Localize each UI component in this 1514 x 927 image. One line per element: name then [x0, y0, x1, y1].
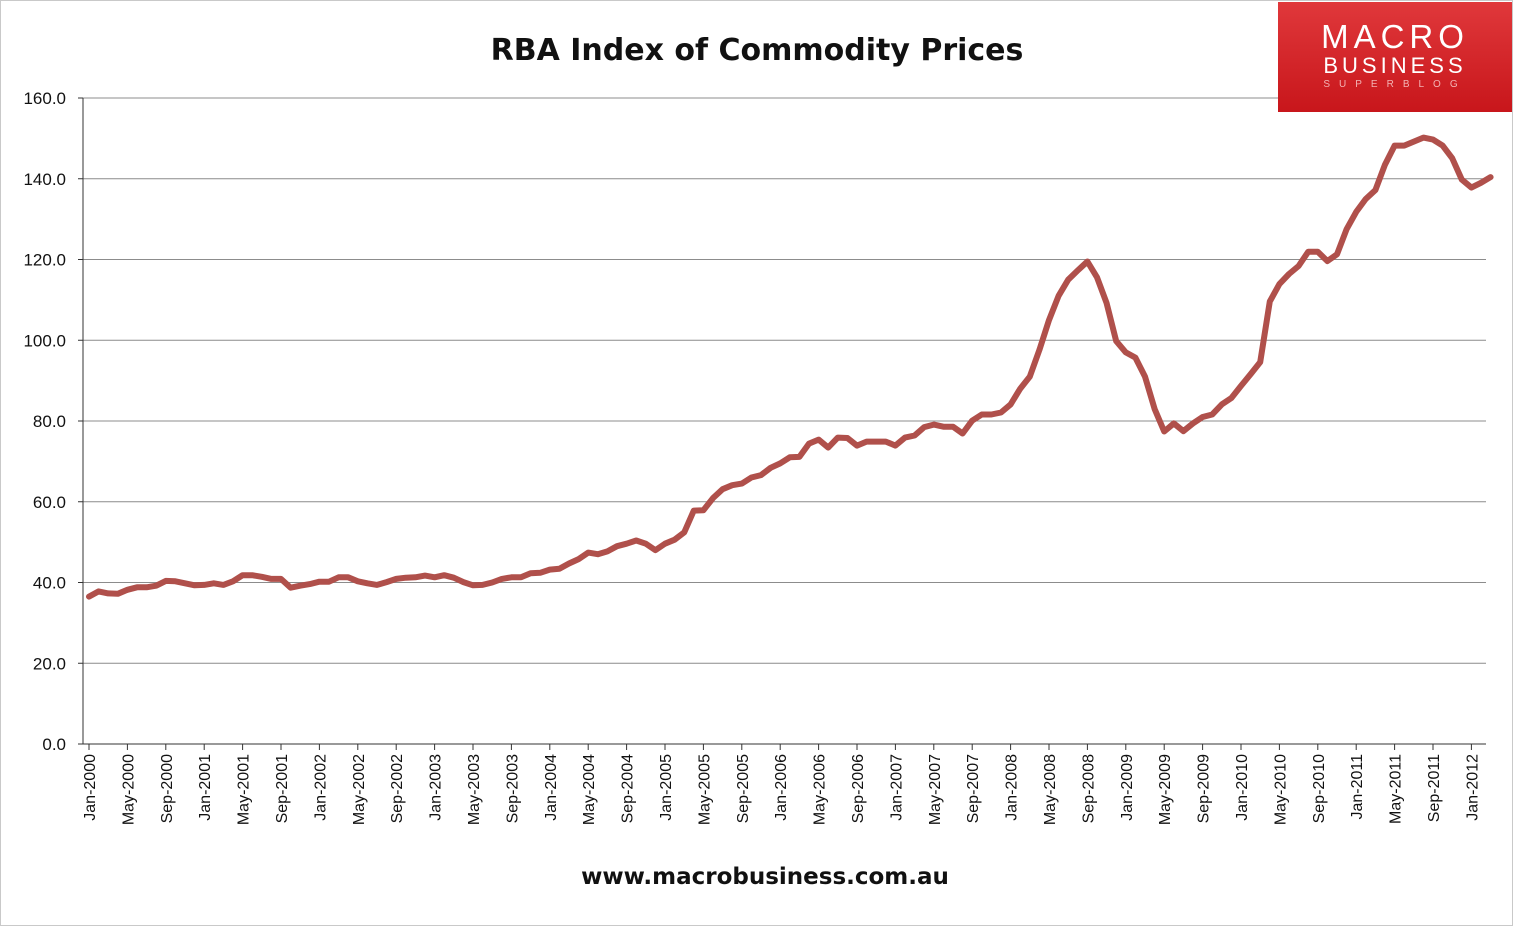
- x-tick-label: Sep-2009: [1196, 754, 1213, 823]
- y-tick-label: 100.0: [23, 331, 66, 350]
- footer-url: www.macrobusiness.com.au: [581, 864, 949, 890]
- x-tick-label: Sep-2008: [1080, 754, 1097, 823]
- x-tick-label: May-2000: [120, 754, 137, 825]
- x-tick-label: Jan-2012: [1464, 754, 1481, 821]
- y-tick-label: 40.0: [33, 574, 66, 593]
- x-tick-label: Sep-2010: [1311, 754, 1328, 823]
- x-tick-label: May-2007: [927, 754, 944, 825]
- y-tick-label: 120.0: [23, 251, 66, 270]
- x-tick-label: Jan-2009: [1119, 754, 1136, 821]
- plot-area: [86, 134, 1494, 600]
- y-tick-label: 60.0: [33, 493, 66, 512]
- logo-line-macro: MACRO: [1321, 18, 1469, 55]
- x-tick-label: May-2006: [812, 754, 829, 825]
- x-tick-label: Jan-2001: [197, 754, 214, 821]
- logo-line-superblog: SUPERBLOG: [1323, 79, 1467, 90]
- x-tick-label: May-2005: [696, 754, 713, 825]
- x-tick-label: Sep-2005: [735, 754, 752, 823]
- y-axis: 0.0 20.0 40.0 60.0 80.0 100.0 120.0 140.0 160.0: [23, 89, 84, 754]
- x-tick-label: May-2011: [1388, 754, 1405, 824]
- x-tick-label: Sep-2007: [965, 754, 982, 823]
- x-tick-label: Sep-2002: [389, 754, 406, 823]
- x-tick-label: Jan-2005: [658, 754, 675, 821]
- x-tick-label: Jan-2011: [1349, 754, 1366, 820]
- series-line: [86, 134, 1494, 600]
- y-tick-label: 20.0: [33, 654, 66, 673]
- macrobusiness-logo: MACRO BUSINESS SUPERBLOG: [1278, 2, 1512, 112]
- logo-line-business: BUSINESS: [1323, 53, 1467, 78]
- x-tick-label: Sep-2011: [1426, 754, 1443, 822]
- x-tick-label: Sep-2003: [504, 754, 521, 823]
- x-tick-label: Sep-2001: [274, 754, 291, 823]
- y-tick-label: 160.0: [23, 89, 66, 108]
- x-tick-label: Jan-2000: [82, 754, 99, 821]
- chart-title: RBA Index of Commodity Prices: [491, 33, 1024, 68]
- x-tick-label: Jan-2007: [888, 754, 905, 821]
- y-tick-label: 80.0: [33, 412, 66, 431]
- x-tick-label: Jan-2004: [543, 754, 560, 821]
- x-tick-label: May-2008: [1042, 754, 1059, 825]
- x-tick-label: May-2002: [351, 754, 368, 825]
- x-tick-label: Sep-2004: [620, 754, 637, 823]
- x-tick-label: Jan-2008: [1004, 754, 1021, 821]
- x-tick-label: Sep-2000: [159, 754, 176, 823]
- x-tick-label: May-2004: [581, 754, 598, 825]
- y-tick-label: 140.0: [23, 170, 66, 189]
- x-tick-label: May-2001: [236, 754, 253, 825]
- x-axis: Jan-2000 May-2000 Sep-2000 Jan-2001 May-2001…: [82, 743, 1486, 825]
- x-tick-label: Jan-2003: [428, 754, 445, 821]
- y-tick-label: 0.0: [42, 735, 66, 754]
- x-tick-label: May-2003: [466, 754, 483, 825]
- x-tick-label: Sep-2006: [850, 754, 867, 823]
- x-tick-label: Jan-2006: [773, 754, 790, 821]
- x-tick-label: Jan-2002: [312, 754, 329, 821]
- x-tick-label: May-2010: [1272, 754, 1289, 825]
- x-tick-label: May-2009: [1157, 754, 1174, 825]
- x-tick-label: Jan-2010: [1234, 754, 1251, 821]
